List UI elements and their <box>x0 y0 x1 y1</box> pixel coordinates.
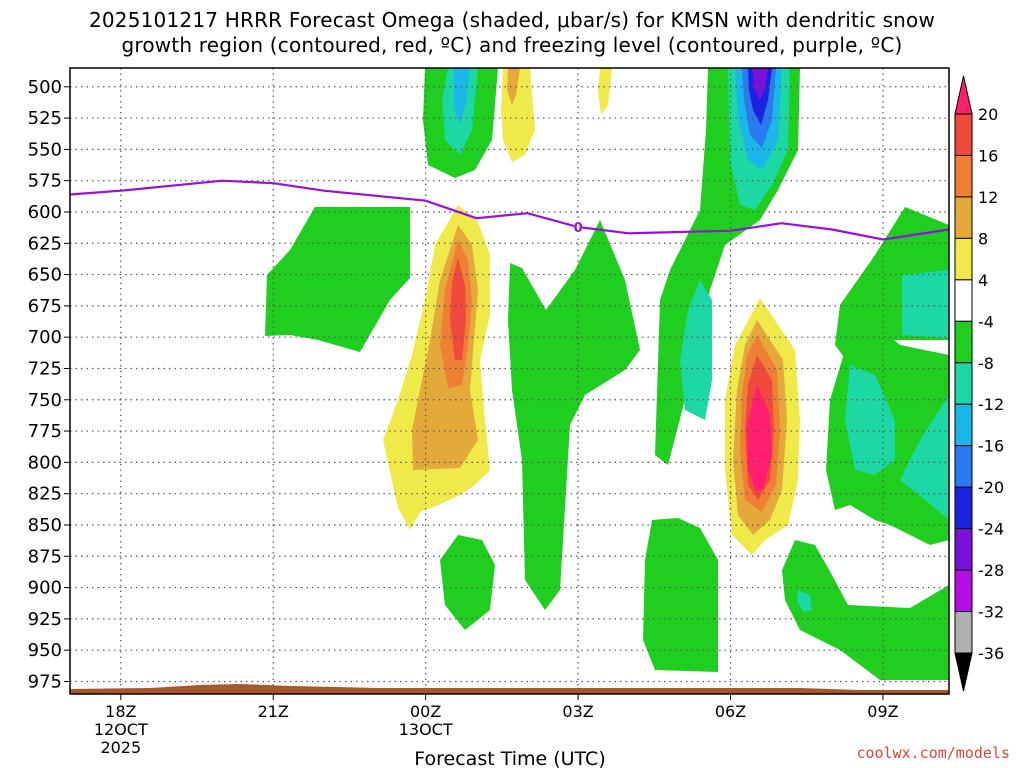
x-tick-date: 12OCT <box>94 720 148 739</box>
freezing-level-label-bg <box>574 219 583 236</box>
y-tick-label: 725 <box>28 358 62 379</box>
x-tick-label: 03Z <box>562 702 593 721</box>
y-tick-label: 875 <box>28 546 62 567</box>
omega-orange-upper-01z <box>507 68 520 105</box>
colorbar-box <box>954 403 973 447</box>
x-axis-label: Forecast Time (UTC) <box>414 748 605 768</box>
omega-green-03z-column <box>508 220 640 610</box>
colorbar-label: -24 <box>978 520 1004 539</box>
omega-green-06z-low <box>643 518 718 672</box>
credit-text: coolwx.com/models <box>856 744 1010 762</box>
x-tick-date: 13OCT <box>399 720 453 739</box>
x-tick-label: 06Z <box>715 702 746 721</box>
y-tick-label: 500 <box>28 77 62 98</box>
colorbar-label: -36 <box>978 644 1004 663</box>
omega-teal-06z-mid <box>680 280 712 420</box>
colorbar-box <box>954 196 973 239</box>
omega-teal-right-low <box>797 590 812 612</box>
colorbar-label: -32 <box>978 603 1004 622</box>
colorbar-label: -28 <box>978 561 1004 580</box>
colorbar-label: 20 <box>978 105 998 124</box>
colorbar-label: -20 <box>978 478 1004 497</box>
omega-teal-right-upper <box>902 270 949 338</box>
colorbar-box <box>954 279 973 322</box>
colorbar-box <box>954 486 973 530</box>
colorbar-box <box>954 362 973 405</box>
y-tick-label: 525 <box>28 108 62 129</box>
colorbar-box <box>954 113 973 156</box>
colorbar-label: -8 <box>978 354 994 373</box>
x-tick-label: 18Z <box>105 702 136 721</box>
colorbar-top-triangle <box>954 75 973 115</box>
chart-title: 2025101217 HRRR Forecast Omega (shaded, … <box>88 8 936 57</box>
y-tick-label: 925 <box>28 609 62 630</box>
colorbar-label: 12 <box>978 188 998 207</box>
omega-green-right-low <box>782 540 949 680</box>
omega-shading <box>70 68 949 694</box>
y-tick-label: 675 <box>28 296 62 317</box>
gridlines <box>70 68 949 694</box>
y-tick-label: 550 <box>28 139 62 160</box>
y-tick-label: 950 <box>28 640 62 661</box>
y-tick-label: 800 <box>28 452 62 473</box>
omega-teal-right-edge <box>900 395 949 520</box>
y-tick-label: 625 <box>28 233 62 254</box>
colorbar-box <box>954 528 973 571</box>
omega-cyan-upper-left <box>454 68 470 125</box>
omega-red-00z <box>450 258 466 360</box>
x-tick-label: 00Z <box>410 702 441 721</box>
x-tick-label: 21Z <box>258 702 289 721</box>
y-tick-label: 600 <box>28 202 62 223</box>
colorbar-box <box>954 237 973 281</box>
x-tick-year: 2025 <box>100 738 141 757</box>
colorbar-label: 16 <box>978 146 998 165</box>
freezing-level-label: 0 <box>574 221 583 236</box>
colorbar-box <box>954 569 973 613</box>
colorbar-label: -4 <box>978 312 994 331</box>
omega-pink-07z <box>747 385 772 492</box>
colorbar-label: -16 <box>978 437 1004 456</box>
colorbar-label: 4 <box>978 271 988 290</box>
y-tick-label: 850 <box>28 515 62 536</box>
omega-yellow-03z <box>598 68 612 115</box>
freezing-level-line <box>69 179 950 241</box>
y-tick-label: 700 <box>28 327 62 348</box>
surface-terrain <box>70 684 949 694</box>
omega-purple-06z <box>752 68 768 100</box>
x-tick-label: 09Z <box>867 702 898 721</box>
omega-green-lower-mid <box>440 535 495 630</box>
y-tick-label: 900 <box>28 578 62 599</box>
freezing-level-layer: 0 <box>69 179 950 241</box>
colorbar-box <box>954 611 973 654</box>
colorbar-box <box>954 320 973 364</box>
colorbar-box <box>954 445 973 488</box>
y-tick-label: 650 <box>28 265 62 286</box>
colorbar-bottom-triangle <box>954 652 973 692</box>
colorbar: 20 16 12 8 4 -4 -8 -12 -16 -20 -24 -28 -32 -36 <box>954 75 1004 692</box>
plot-frame <box>69 67 950 695</box>
colorbar-label: -12 <box>978 395 1004 414</box>
y-tick-label: 775 <box>28 421 62 442</box>
colorbar-box <box>954 154 973 198</box>
y-axis: 500 525 550 575 600 625 650 675 700 725 750 775 800 8… <box>28 77 70 692</box>
y-tick-label: 750 <box>28 390 62 411</box>
colorbar-label: 8 <box>978 229 988 248</box>
y-tick-label: 575 <box>28 171 62 192</box>
y-tick-label: 975 <box>28 671 62 692</box>
y-tick-label: 825 <box>28 484 62 505</box>
